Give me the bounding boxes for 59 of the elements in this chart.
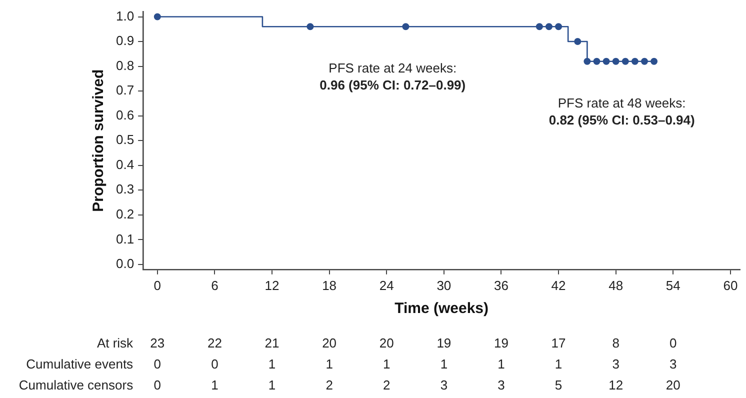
y-axis-title: Proportion survived xyxy=(90,69,108,212)
text: 19 xyxy=(436,336,452,351)
x-axis-title: Time (weeks) xyxy=(394,300,489,318)
x-tick-label: 30 xyxy=(436,278,452,293)
text: 2 xyxy=(326,378,333,393)
y-tick-label: 0.8 xyxy=(116,58,134,73)
text: 17 xyxy=(551,336,566,351)
text: 20 xyxy=(666,378,680,393)
annotation: PFS rate at 24 weeks: 0.96 (95% CI: 0.72–0.99) xyxy=(320,60,466,93)
x-tick-label: 0 xyxy=(154,278,162,293)
x-tick-label: 54 xyxy=(666,278,680,293)
text: 0 xyxy=(670,336,677,351)
text: 1 xyxy=(268,356,276,372)
text: Cumulative censors xyxy=(18,378,134,393)
x-tick-label: 24 xyxy=(379,278,394,293)
y-tick-label: 0.9 xyxy=(116,33,134,48)
text: 0 xyxy=(154,356,162,372)
text: At risk xyxy=(96,336,134,351)
y-tick-label: 0.7 xyxy=(116,82,134,98)
x-tick-label: 18 xyxy=(322,278,337,293)
x-tick-label: 12 xyxy=(264,278,280,293)
y-tick-label: 0.3 xyxy=(116,182,134,197)
x-tick-label: 36 xyxy=(494,278,508,293)
text: Cumulative events xyxy=(26,356,134,372)
y-tick-label: 0.1 xyxy=(116,231,134,246)
x-tick-label: 42 xyxy=(551,278,566,293)
text: 1 xyxy=(326,356,333,372)
y-tick-label: 1.0 xyxy=(116,8,134,24)
text: 21 xyxy=(264,336,280,351)
text: 1 xyxy=(211,378,218,393)
text: 1 xyxy=(268,378,276,393)
text: 1 xyxy=(498,356,505,372)
text: 22 xyxy=(207,336,222,351)
text: 0 xyxy=(211,356,218,372)
x-tick-label: 60 xyxy=(723,278,738,293)
text: 3 xyxy=(440,378,448,393)
text: 19 xyxy=(494,336,508,351)
text: 3 xyxy=(498,378,505,393)
text: 0 xyxy=(154,378,162,393)
text: 1 xyxy=(554,356,562,372)
x-tick-label: 6 xyxy=(211,278,218,293)
x-tick-label: 48 xyxy=(608,278,624,293)
text: 5 xyxy=(554,378,562,393)
text: 20 xyxy=(322,336,337,351)
text: 1 xyxy=(383,356,390,372)
text: 20 xyxy=(379,336,394,351)
text: 1 xyxy=(440,356,448,372)
text: 8 xyxy=(612,336,620,351)
annotation: PFS rate at 48 weeks: 0.82 (95% CI: 0.53–0.94) xyxy=(548,95,695,128)
y-tick-label: 0.5 xyxy=(116,132,134,148)
y-tick-label: 0.0 xyxy=(116,256,134,272)
text: 3 xyxy=(670,356,677,372)
y-tick-label: 0.2 xyxy=(116,206,134,222)
text: 3 xyxy=(612,356,620,372)
text: 12 xyxy=(608,378,624,393)
text: 2 xyxy=(383,378,390,393)
y-tick-label: 0.4 xyxy=(116,156,134,172)
text: 23 xyxy=(150,336,165,351)
y-tick-label: 0.6 xyxy=(116,107,134,122)
